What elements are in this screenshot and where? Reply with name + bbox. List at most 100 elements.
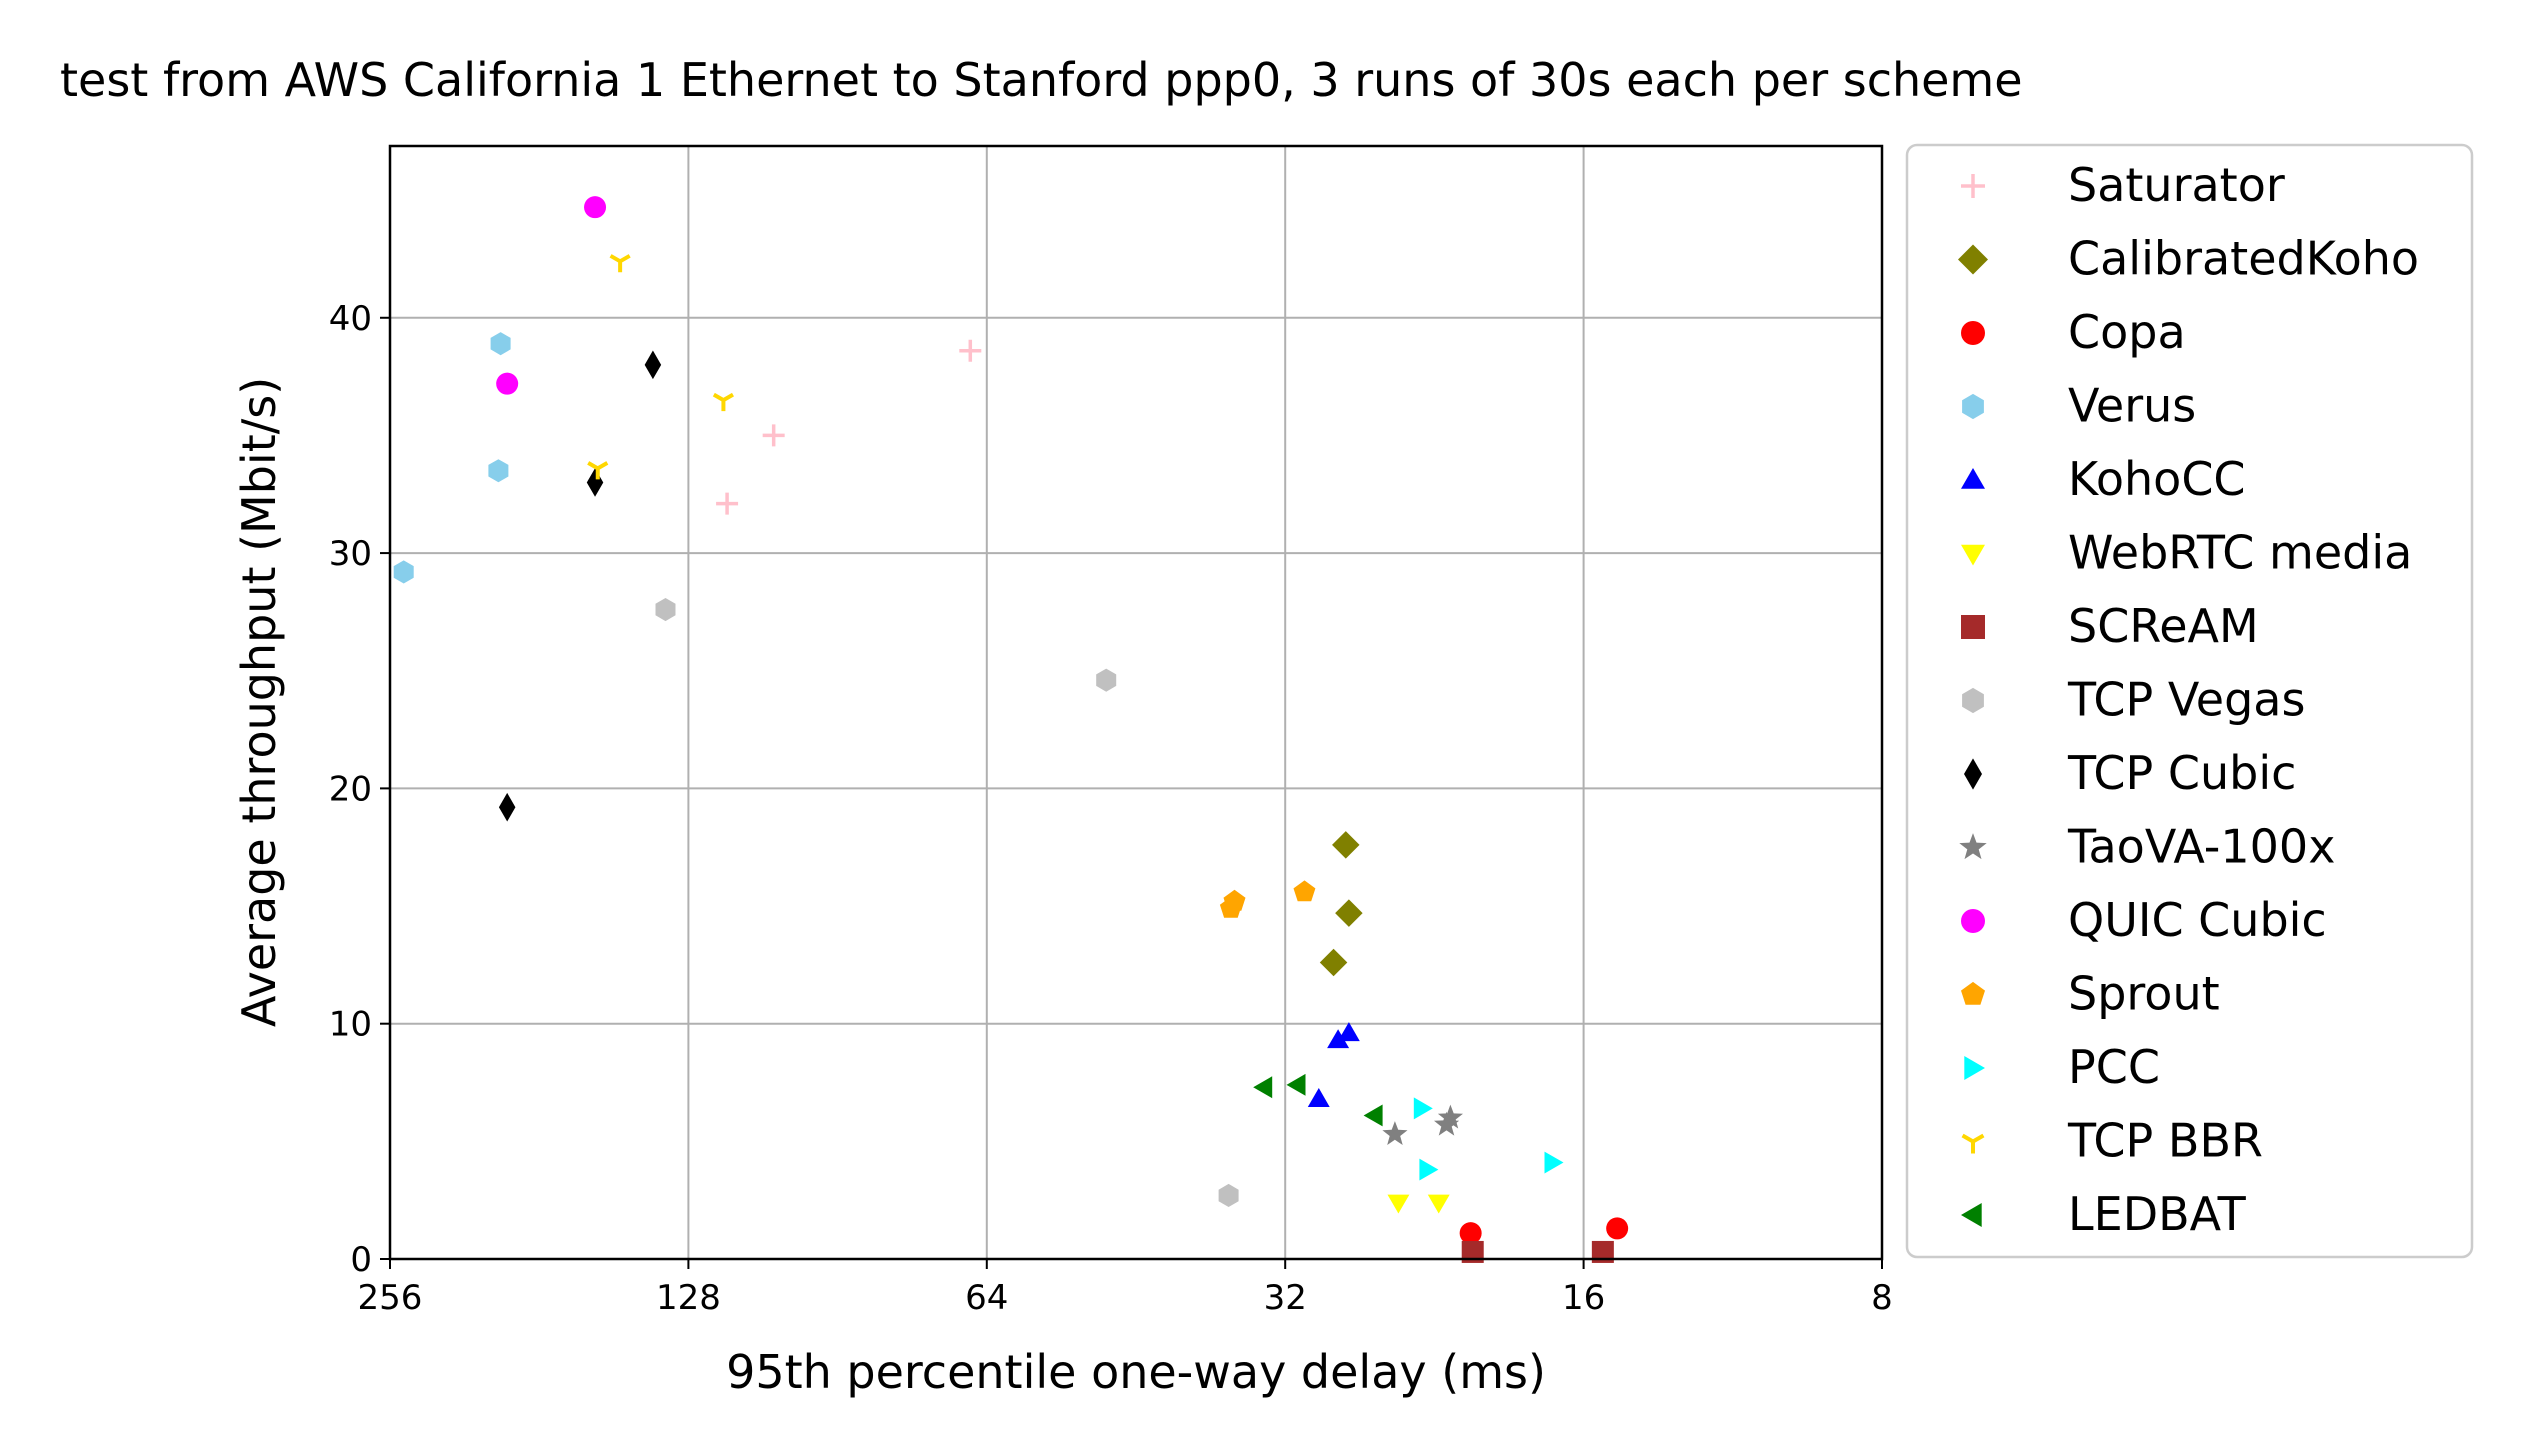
legend-item-sprout: Sprout: [1961, 967, 2220, 1021]
legend-marker-scream: [1961, 615, 1985, 639]
series-calibratedkoho: [1319, 831, 1363, 977]
data-point-scream: [1461, 1240, 1484, 1263]
legend-item-tcp-cubic: TCP Cubic: [1964, 746, 2296, 800]
legend-label: Copa: [2068, 305, 2186, 359]
data-point-tcp-cubic: [586, 468, 604, 497]
data-point-pcc: [1419, 1158, 1439, 1181]
data-point-verus: [490, 332, 511, 356]
chart-title: test from AWS California 1 Ethernet to S…: [60, 53, 2023, 107]
legend-marker-verus: [1962, 393, 1984, 420]
legend-marker-sprout: [1961, 981, 1985, 1005]
data-point-taova-100x: [1434, 1111, 1460, 1136]
legend-label: Saturator: [2068, 158, 2285, 212]
legend-item-calibratedkoho: CalibratedKoho: [1958, 232, 2419, 286]
legend-marker-kohocc: [1961, 468, 1985, 489]
y-tick-label: 10: [329, 1005, 372, 1045]
series-verus: [393, 332, 511, 584]
data-point-saturator: [716, 492, 739, 515]
x-tick-label: 32: [1264, 1278, 1307, 1318]
y-tick-label: 0: [350, 1240, 372, 1280]
data-point-tcp-bbr: [587, 461, 609, 480]
data-point-kohocc: [1307, 1088, 1330, 1107]
legend-marker-webrtc-media: [1961, 544, 1985, 566]
legend-marker-calibratedkoho: [1958, 244, 1988, 275]
data-point-sprout: [1293, 880, 1316, 902]
legend-label: QUIC Cubic: [2068, 893, 2327, 947]
series-tcp-bbr: [587, 254, 734, 480]
data-point-kohocc: [1327, 1029, 1350, 1049]
legend-item-tcp-bbr: TCP BBR: [1961, 1114, 2263, 1168]
data-point-tcp-bbr: [609, 254, 631, 273]
series-quic-cubic: [496, 196, 607, 395]
data-point-taova-100x: [1437, 1104, 1463, 1129]
legend-item-kohocc: KohoCC: [1961, 452, 2246, 506]
x-tick-label: 64: [965, 1278, 1008, 1318]
data-point-saturator: [762, 424, 785, 447]
series-sprout: [1219, 880, 1316, 918]
legend-item-scream: SCReAM: [1961, 599, 2259, 653]
data-point-webrtc-media: [1387, 1194, 1410, 1214]
legend-marker-copa: [1961, 321, 1985, 345]
legend-item-saturator: Saturator: [1961, 158, 2285, 212]
data-point-kohocc: [1337, 1022, 1360, 1042]
legend-label: PCC: [2068, 1040, 2160, 1094]
x-axis-label: 95th percentile one-way delay (ms): [726, 1345, 1546, 1399]
data-point-taova-100x: [1382, 1121, 1408, 1145]
series-kohocc: [1307, 1022, 1360, 1107]
legend-label: TCP BBR: [2067, 1114, 2263, 1168]
legend-item-tcp-vegas: TCP Vegas: [1962, 673, 2305, 727]
series-tcp-vegas: [655, 598, 1239, 1207]
data-point-saturator: [959, 339, 982, 362]
legend-label: TCP Cubic: [2067, 746, 2296, 800]
y-tick-label: 40: [329, 299, 372, 339]
data-point-quic-cubic: [496, 372, 519, 395]
x-tick-label: 8: [1871, 1278, 1893, 1318]
series-taova-100x: [1382, 1104, 1463, 1145]
series-scream: [1461, 1240, 1614, 1263]
y-tick-label: 20: [329, 769, 372, 809]
legend-item-taova-100x: TaoVA-100x: [1959, 820, 2335, 874]
series-ledbat: [1253, 1073, 1383, 1127]
data-point-pcc: [1413, 1097, 1433, 1120]
plot-axes: 256 128 64 32 16 8 0 10 20 30 40: [329, 299, 1893, 1318]
legend-marker-pcc: [1964, 1056, 1985, 1080]
data-point-webrtc-media: [1427, 1194, 1450, 1214]
legend-item-quic-cubic: QUIC Cubic: [1961, 893, 2327, 947]
x-tick-label: 16: [1562, 1278, 1605, 1318]
legend-item-webrtc-media: WebRTC media: [1961, 526, 2412, 580]
legend-item-verus: Verus: [1962, 379, 2196, 433]
legend-label: TaoVA-100x: [2067, 820, 2335, 874]
plot-frame: [388, 144, 1884, 1261]
legend-item-pcc: PCC: [1964, 1040, 2160, 1094]
legend-label: SCReAM: [2068, 599, 2259, 653]
x-tick-label: 256: [358, 1278, 423, 1318]
series-webrtc-media: [1387, 1194, 1450, 1214]
legend-marker-ledbat: [1961, 1203, 1982, 1227]
legend-label: Sprout: [2068, 967, 2220, 1021]
data-point-tcp-cubic: [644, 350, 662, 380]
data-point-calibratedkoho: [1319, 948, 1348, 977]
data-point-tcp-bbr: [712, 392, 734, 412]
legend-marker-saturator: [1961, 174, 1985, 198]
legend-label: LEDBAT: [2068, 1187, 2247, 1241]
data-point-copa: [1459, 1222, 1482, 1245]
data-point-verus: [488, 459, 509, 483]
x-tick-label: 128: [656, 1278, 721, 1318]
legend-label: WebRTC media: [2068, 526, 2412, 580]
legend-label: Verus: [2068, 379, 2196, 433]
legend-marker-tcp-vegas: [1962, 687, 1984, 714]
data-point-scream: [1591, 1240, 1614, 1263]
data-point-quic-cubic: [584, 196, 607, 219]
legend-item-copa: Copa: [1961, 305, 2186, 359]
data-point-tcp-cubic: [498, 792, 516, 822]
legend-item-ledbat: LEDBAT: [1961, 1187, 2247, 1241]
legend: Saturator CalibratedKoho Copa Verus KohoCC We…: [1905, 143, 2474, 1259]
series-tcp-cubic: [498, 350, 662, 822]
plot-points: [393, 196, 1629, 1263]
data-point-sprout: [1219, 896, 1242, 918]
legend-marker-tcp-cubic: [1964, 758, 1982, 790]
series-pcc: [1413, 1097, 1564, 1181]
data-point-tcp-vegas: [1096, 668, 1117, 692]
series-saturator: [716, 339, 982, 515]
